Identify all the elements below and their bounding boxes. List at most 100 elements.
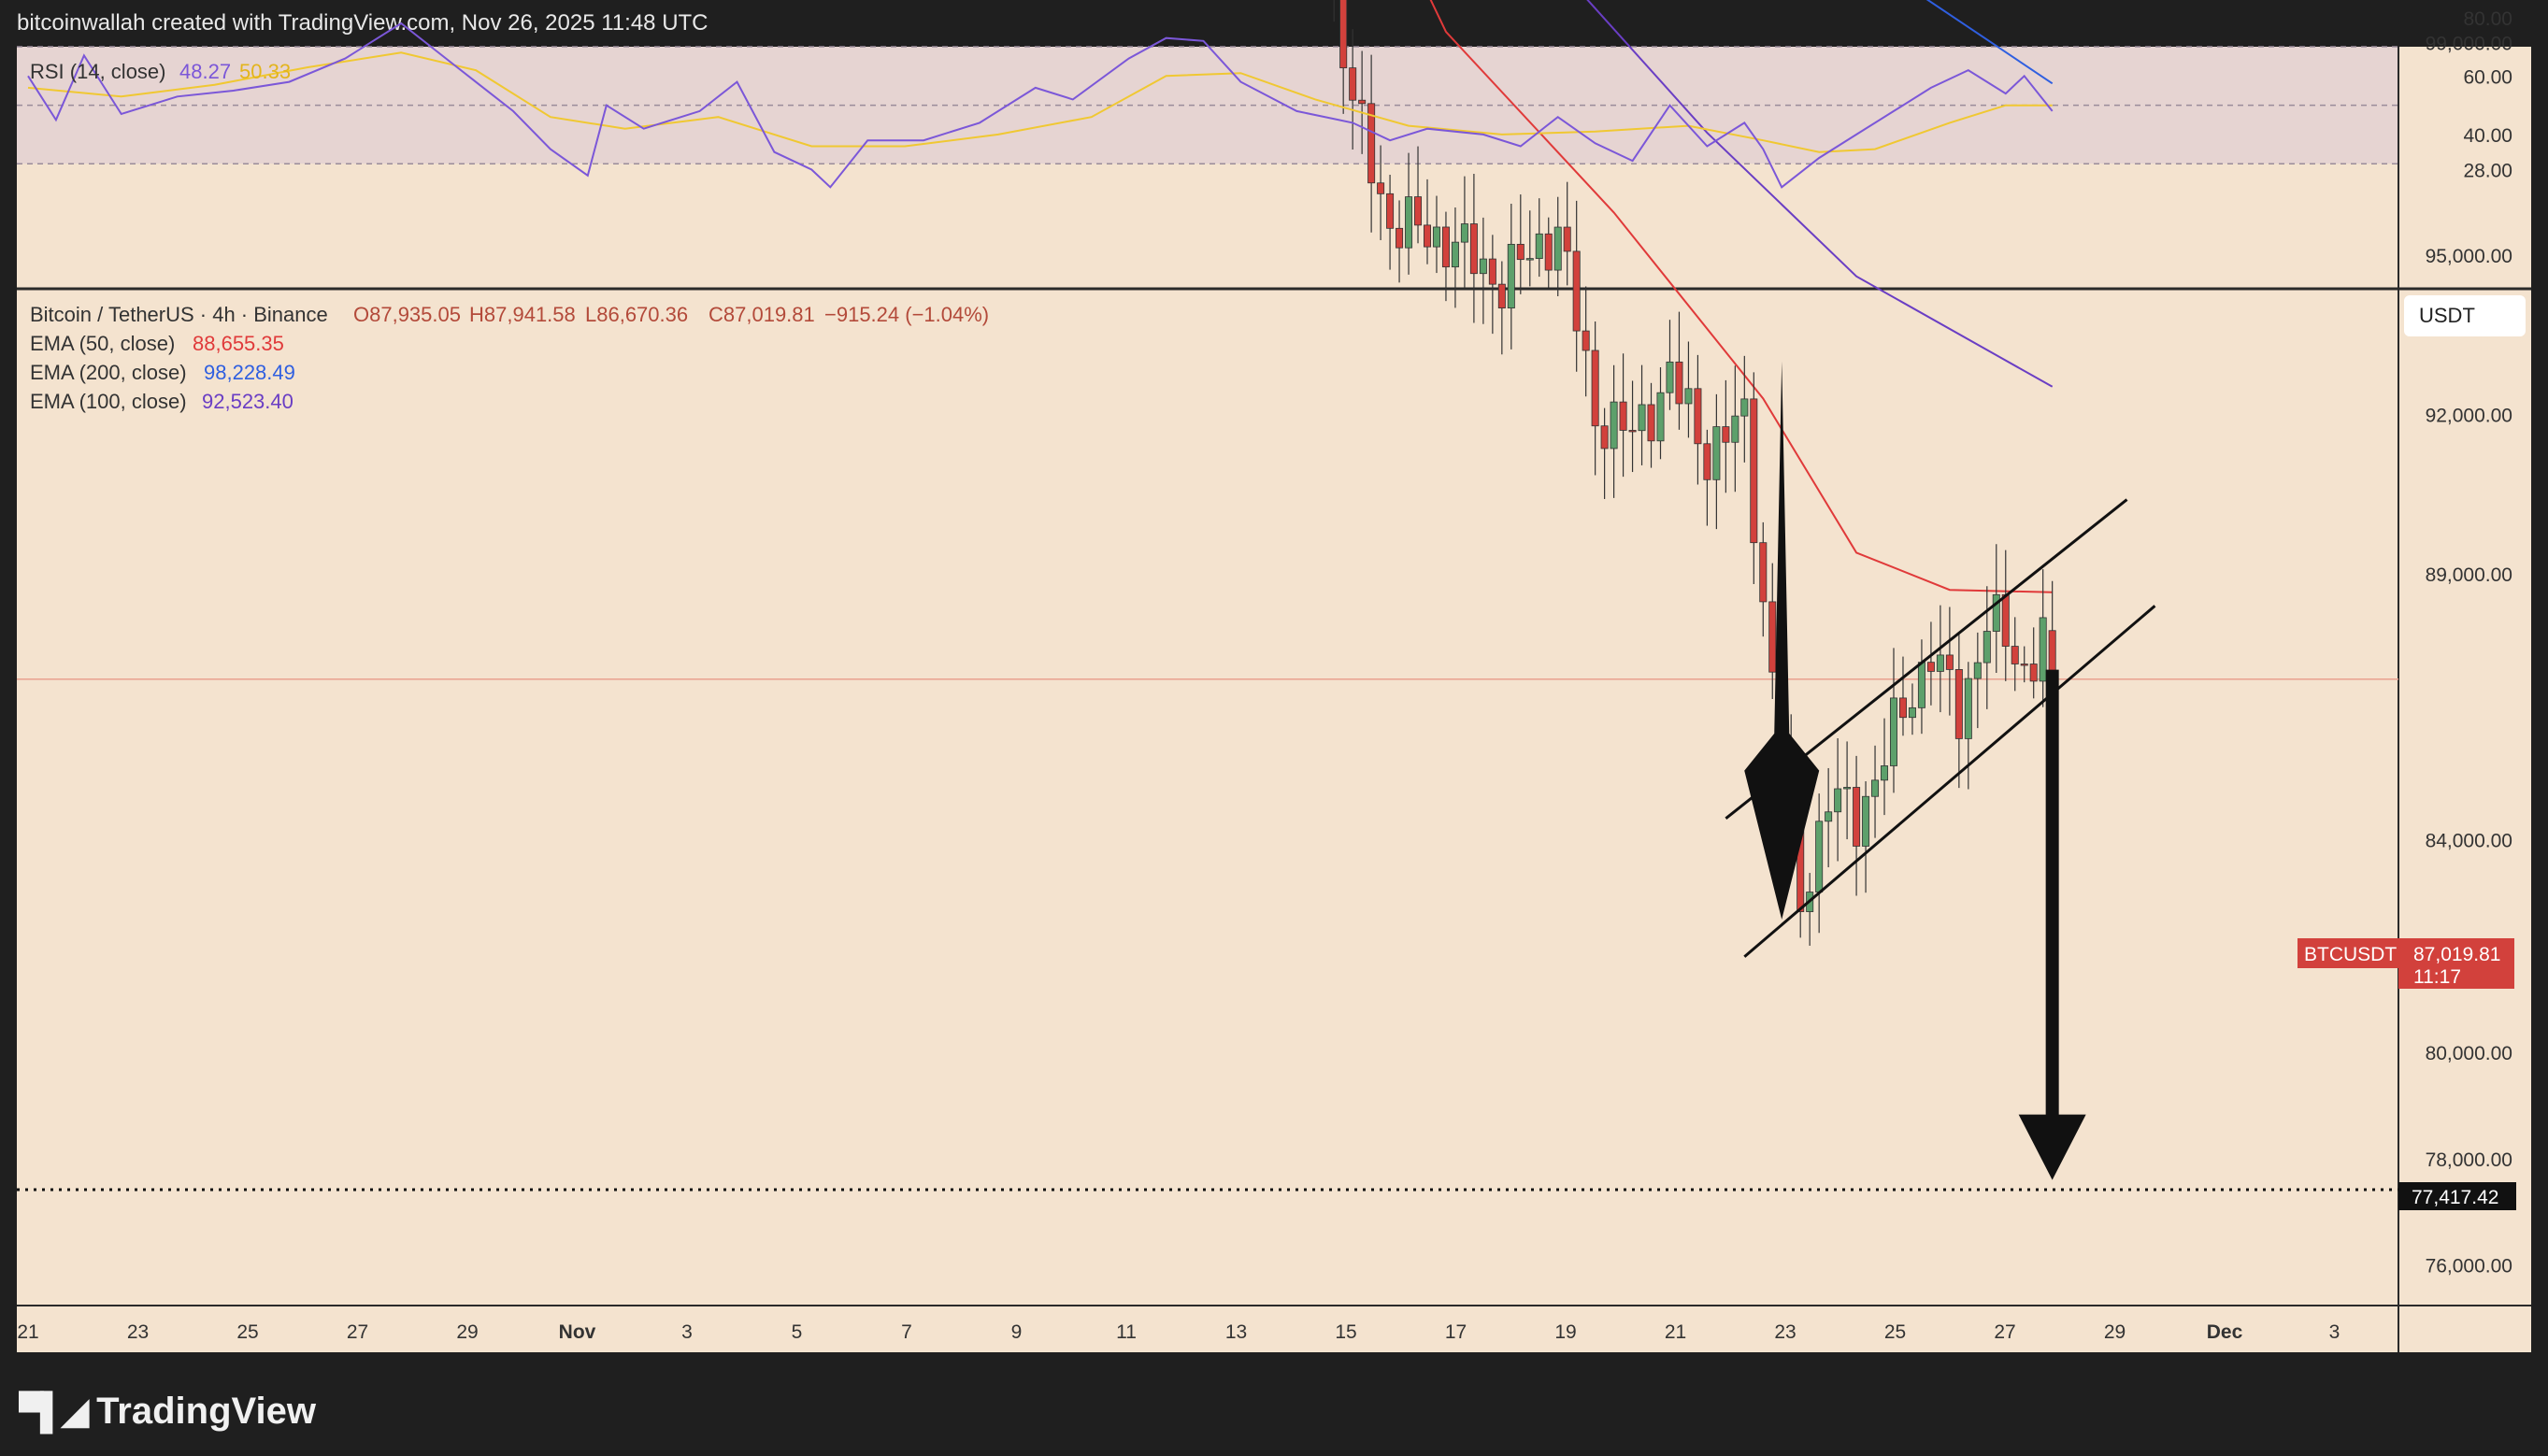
candlestick-series[interactable]: [24, 0, 2056, 946]
candle: [1349, 29, 1357, 150]
candle: [1731, 365, 1739, 492]
candle: [1638, 364, 1646, 465]
ema50-legend-label: EMA (50, close): [30, 332, 175, 355]
time-tick-label: 13: [1225, 1321, 1247, 1343]
price-axis-pane[interactable]: [2398, 47, 2531, 1306]
rsi-ma-line: [27, 51, 2053, 153]
candle: [1703, 429, 1711, 526]
candle: [1926, 621, 1935, 706]
time-tick-label: 25: [1884, 1321, 1906, 1343]
ema200-legend-label: EMA (200, close): [30, 361, 187, 384]
candle: [1712, 393, 1721, 530]
time-tick-label: 5: [792, 1321, 803, 1343]
target-down-arrow-icon: [2018, 669, 2086, 1180]
ema100-legend-value: 92,523.40: [202, 390, 293, 413]
candle: [1936, 605, 1944, 713]
rsi-tick-label: 60.00: [2463, 66, 2512, 88]
candle: [1479, 217, 1487, 324]
candle: [1628, 380, 1637, 473]
time-axis-labels: 21 23 25 27 29 Nov 3 5 7 9 11 13 15 17 19 21 23 25 27 29 Dec…: [17, 1321, 2340, 1343]
candle: [1333, 0, 1335, 22]
rsi-line: [27, 21, 2054, 189]
footer: ▀▌◢ TradingView: [0, 1353, 2548, 1456]
time-tick-label: 15: [1335, 1321, 1356, 1343]
candle: [1441, 211, 1450, 302]
time-tick-label: 25: [236, 1321, 258, 1343]
candle: [1451, 207, 1459, 308]
candle: [1488, 235, 1496, 335]
candle: [1396, 200, 1404, 283]
time-tick-label: 3: [681, 1321, 693, 1343]
time-tick-label: 7: [901, 1321, 912, 1343]
time-tick-label: 21: [1665, 1321, 1686, 1343]
price-tick-label: 76,000.00: [2426, 1256, 2512, 1278]
price-tick-label: 92,000.00: [2426, 406, 2512, 427]
candle: [1694, 354, 1702, 485]
symbol-description: Bitcoin / TetherUS · 4h · Binance: [30, 303, 328, 326]
candle: [1853, 755, 1861, 896]
time-tick-label: 11: [1116, 1321, 1137, 1343]
target-tag-value: 77,417.42: [2412, 1187, 2498, 1208]
candle: [1405, 152, 1413, 275]
time-tick-label: 29: [456, 1321, 478, 1343]
tradingview-logo[interactable]: ▀▌◢ TradingView: [19, 1391, 316, 1433]
time-tick-label: 21: [17, 1321, 38, 1343]
candle: [1983, 586, 1991, 709]
time-tick-label: 29: [2104, 1321, 2126, 1343]
price-legend: Bitcoin / TetherUS · 4h · Binance O87,93…: [30, 303, 989, 413]
candle: [1414, 146, 1423, 244]
time-tick-label: 9: [1011, 1321, 1023, 1343]
currency-button-label[interactable]: USDT: [2419, 304, 2475, 327]
ema50-legend-value: 88,655.35: [193, 332, 284, 355]
candle: [1386, 175, 1395, 270]
symbol-price-tag: BTCUSDT 87,019.81 11:17: [2297, 938, 2514, 989]
candle: [1591, 321, 1599, 476]
candle: [1890, 648, 1898, 793]
candle: [1544, 217, 1553, 288]
candle: [1871, 745, 1880, 838]
candle: [1572, 200, 1581, 372]
candle: [1619, 353, 1627, 478]
tradingview-brand: TradingView: [96, 1391, 316, 1432]
candle: [2020, 646, 2028, 683]
time-tick-label: 3: [2329, 1321, 2340, 1343]
price-tick-label: 78,000.00: [2426, 1149, 2512, 1171]
candle: [1610, 364, 1618, 498]
ohlc-low: L86,670.36: [585, 303, 688, 326]
candle: [1843, 741, 1852, 840]
candle: [1973, 632, 1982, 729]
drawing-annotations[interactable]: [1725, 361, 2156, 1180]
rsi-tick-label: 80.00: [2463, 8, 2512, 30]
candle: [1666, 320, 1674, 410]
time-tick-label: Nov: [559, 1321, 596, 1343]
candle: [1377, 145, 1385, 240]
candle: [1507, 203, 1515, 350]
candle: [1469, 173, 1478, 323]
rsi-legend-value: 48.27: [179, 60, 231, 83]
candle: [1750, 372, 1758, 585]
candle: [1339, 0, 1348, 114]
rsi-axis-labels: 80.00 60.00 40.00 28.00: [2463, 8, 2512, 182]
chart-attribution: bitcoinwallah created with TradingView.c…: [17, 10, 709, 36]
time-axis-pane[interactable]: [17, 1306, 2531, 1352]
ema-line-100: [1586, 0, 2054, 388]
candle: [1768, 563, 1777, 699]
target-price-tag: 77,417.42: [2398, 1182, 2516, 1210]
time-tick-label: 17: [1445, 1321, 1467, 1343]
symbol-tag-countdown: 11:17: [2413, 966, 2461, 988]
ohlc-open: O87,935.05: [353, 303, 461, 326]
price-chart[interactable]: 80.00 60.00 40.00 28.00 115,000.00111,000.0…: [0, 0, 2548, 1353]
candle: [1553, 196, 1562, 296]
candle: [1945, 607, 1954, 716]
candle: [1367, 54, 1376, 233]
main-pane: [17, 290, 2398, 1306]
candle: [1432, 195, 1440, 274]
time-tick-label: 19: [1554, 1321, 1576, 1343]
price-tick-label: 95,000.00: [2426, 246, 2512, 267]
candle: [1908, 683, 1916, 735]
candle: [1424, 178, 1432, 264]
candle: [1881, 718, 1889, 816]
time-tick-label: 27: [347, 1321, 368, 1343]
candle: [1582, 286, 1590, 397]
currency-button[interactable]: USDT: [2404, 295, 2526, 336]
